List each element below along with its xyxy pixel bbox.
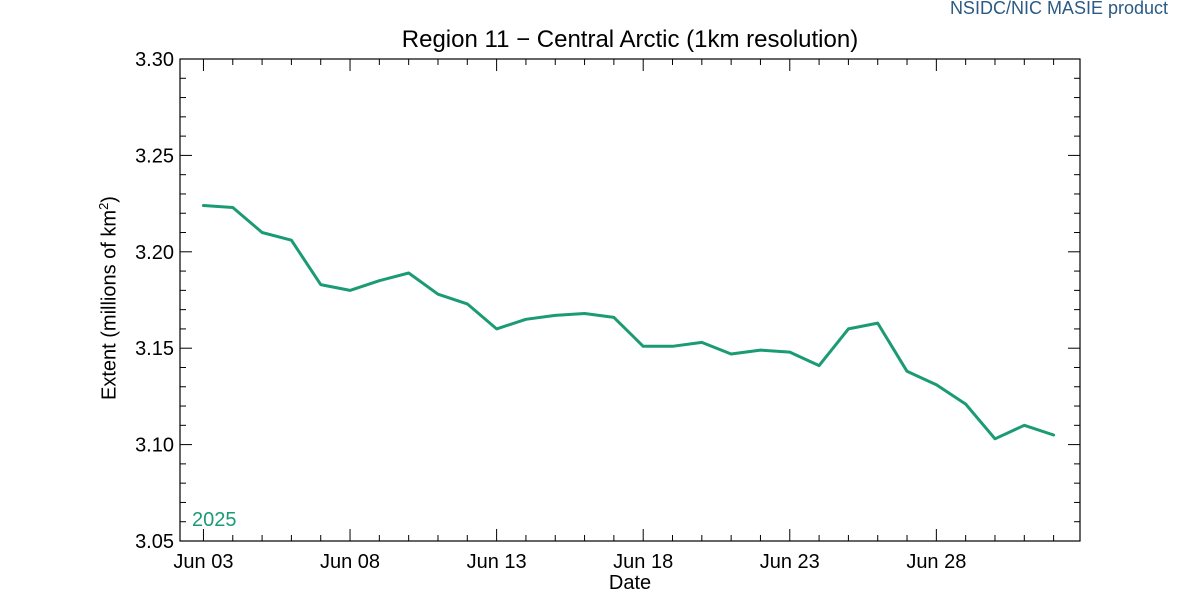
data-point — [817, 364, 821, 367]
x-tick-label: Jun 03 — [173, 551, 233, 573]
data-point — [788, 350, 791, 354]
credit-text: NSIDC/NIC MASIE product — [949, 0, 1168, 18]
data-point — [260, 231, 264, 234]
x-tick-label: Jun 23 — [760, 551, 820, 573]
data-point — [700, 341, 704, 344]
data-point — [905, 370, 909, 373]
data-point — [290, 239, 293, 242]
data-point — [436, 293, 440, 296]
axes: 3.05 3.10 3.15 3.20 3.25 3.30 Jun 03 Jun 08 Jun … — [135, 49, 1081, 573]
data-point — [524, 318, 528, 321]
y-tick-label: 3.30 — [135, 49, 174, 71]
data-point — [583, 312, 586, 315]
data-point — [202, 204, 205, 207]
series-line-2025 — [202, 204, 1056, 441]
data-point — [935, 383, 938, 387]
x-tick-label: Jun 08 — [320, 551, 380, 573]
data-point — [348, 289, 352, 292]
data-point — [759, 348, 762, 352]
data-point — [847, 327, 850, 331]
y-tick-label: 3.15 — [135, 338, 174, 360]
data-point — [466, 302, 469, 306]
data-point — [641, 345, 645, 348]
data-point — [1023, 424, 1026, 427]
y-tick-label: 3.20 — [135, 242, 174, 264]
data-point — [1052, 433, 1055, 437]
data-point — [876, 321, 879, 325]
data-point — [378, 279, 381, 282]
data-point — [612, 316, 616, 319]
data-point — [319, 283, 322, 286]
x-axis-label: Date — [608, 572, 652, 594]
data-point — [671, 345, 674, 348]
y-tick-label: 3.10 — [135, 435, 174, 457]
x-tick-label: Jun 28 — [906, 551, 966, 573]
plot-frame — [179, 58, 1081, 542]
data-point — [407, 271, 410, 275]
series-layer — [202, 204, 1056, 441]
chart-title: Region 11 − Central Arctic (1km resoluti… — [401, 26, 859, 53]
x-tick-label: Jun 13 — [467, 551, 527, 573]
data-point — [554, 314, 557, 317]
x-tick-label: Jun 18 — [613, 551, 673, 573]
data-point — [993, 437, 997, 441]
y-tick-label: 3.05 — [135, 531, 174, 553]
data-point — [964, 402, 967, 406]
series-label-2025: 2025 — [192, 509, 237, 531]
y-tick-label: 3.25 — [135, 145, 174, 167]
data-point — [231, 206, 234, 209]
data-point — [729, 352, 733, 356]
data-point — [495, 327, 498, 331]
